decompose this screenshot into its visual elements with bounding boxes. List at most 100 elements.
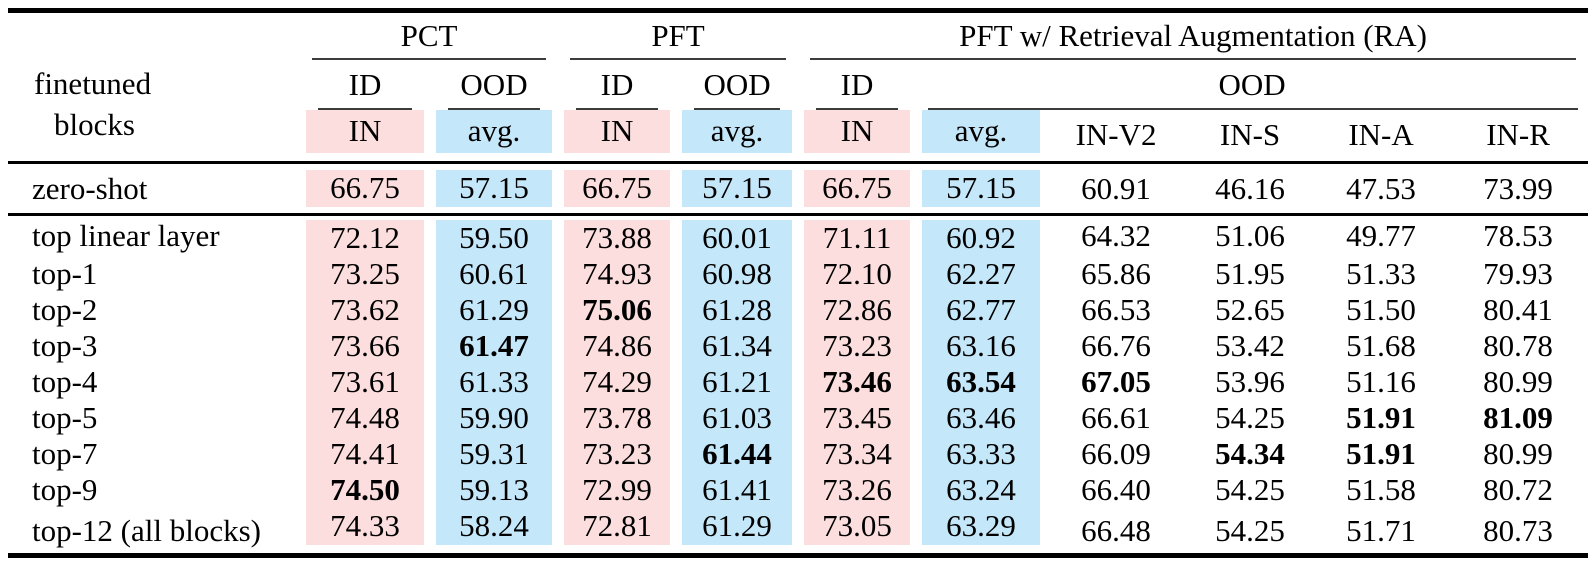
- value-cell: 72.10: [798, 256, 916, 292]
- value-cell: 66.76: [1081, 328, 1151, 363]
- value-cell: 61.34: [676, 328, 798, 364]
- table-row: top-7 74.41 59.31 73.23 61.44 73.34 63.33 66.09…: [8, 436, 1588, 472]
- value-cell: 74.29: [558, 364, 676, 400]
- value-cell: 62.77: [916, 292, 1046, 328]
- value-cell: 51.91: [1346, 436, 1416, 471]
- col-header-ra-in: IN: [798, 109, 916, 163]
- value-cell: 73.46: [798, 364, 916, 400]
- value-cell: 73.45: [798, 400, 916, 436]
- value-cell: 80.99: [1483, 436, 1553, 471]
- value-cell: 59.50: [430, 215, 558, 256]
- value-cell: 59.90: [430, 400, 558, 436]
- value-cell: 51.16: [1346, 364, 1416, 399]
- table-row: top-2 73.62 61.29 75.06 61.28 72.86 62.77 66.53…: [8, 292, 1588, 328]
- value-cell: 80.73: [1483, 512, 1553, 548]
- value-cell: 51.68: [1346, 328, 1416, 363]
- row-label: top-5: [32, 400, 98, 435]
- value-cell: 57.15: [430, 163, 558, 215]
- value-cell: 80.99: [1483, 364, 1553, 399]
- value-cell: 62.27: [916, 256, 1046, 292]
- value-cell: 63.54: [916, 364, 1046, 400]
- row-header-title: finetuned blocks: [8, 11, 300, 163]
- value-cell: 54.34: [1215, 436, 1285, 471]
- value-cell: 57.15: [676, 163, 798, 215]
- value-cell: 80.72: [1483, 472, 1553, 507]
- value-cell: 66.48: [1081, 512, 1151, 548]
- col-header-in-s: IN-S: [1219, 117, 1281, 153]
- group-header-row: finetuned blocks PCT PFT PFT w/ Retrieva…: [8, 11, 1588, 142]
- table-row: top-4 73.61 61.33 74.29 61.21 73.46 63.54 67.05…: [8, 364, 1588, 400]
- zero-shot-section: zero-shot 66.75 57.15 66.75 57.15 66.75 57.15 6…: [8, 163, 1589, 215]
- row-label: top-1: [32, 256, 98, 291]
- value-cell: 61.41: [676, 472, 798, 508]
- value-cell: 63.16: [916, 328, 1046, 364]
- value-cell: 51.91: [1346, 400, 1416, 435]
- col-header-ra-avg: avg.: [916, 109, 1046, 163]
- value-cell: 51.06: [1215, 218, 1285, 253]
- value-cell: 60.61: [430, 256, 558, 292]
- value-cell: 61.47: [430, 328, 558, 364]
- value-cell: 74.33: [300, 508, 430, 556]
- value-cell: 63.24: [916, 472, 1046, 508]
- value-cell: 53.42: [1215, 328, 1285, 363]
- col-header-in-a: IN-A: [1348, 117, 1414, 153]
- col-header-pft-avg: avg.: [676, 109, 798, 163]
- value-cell: 54.25: [1215, 400, 1285, 435]
- value-cell: 73.05: [798, 508, 916, 556]
- value-cell: 78.53: [1483, 218, 1553, 253]
- row-header-line2: blocks: [54, 107, 135, 142]
- col-group-pct: PCT: [300, 11, 558, 60]
- col-header-pct-avg: avg.: [430, 109, 558, 163]
- table-row: top-1 73.25 60.61 74.93 60.98 72.10 62.27 65.86…: [8, 256, 1588, 292]
- value-cell: 73.88: [558, 215, 676, 256]
- col-group-pft-ra: PFT w/ Retrieval Augmentation (RA): [798, 11, 1588, 60]
- value-cell: 46.16: [1215, 170, 1285, 206]
- value-cell: 71.11: [798, 215, 916, 256]
- col-header-in-v2: IN-V2: [1075, 117, 1157, 153]
- value-cell: 60.91: [1081, 170, 1151, 206]
- value-cell: 61.44: [676, 436, 798, 472]
- row-label: top-2: [32, 292, 98, 327]
- value-cell: 73.23: [558, 436, 676, 472]
- subgroup-ra-ood: OOD: [916, 60, 1588, 110]
- value-cell: 73.78: [558, 400, 676, 436]
- value-cell: 79.93: [1483, 256, 1553, 291]
- value-cell: 66.53: [1081, 292, 1151, 327]
- value-cell: 52.65: [1215, 292, 1285, 327]
- col-header-pct-in: IN: [300, 109, 430, 163]
- value-cell: 51.95: [1215, 256, 1285, 291]
- finetuned-blocks-section: top linear layer 72.12 59.50 73.88 60.01 71.1…: [8, 215, 1588, 556]
- value-cell: 66.75: [300, 163, 430, 215]
- table-row: top-12 (all blocks) 74.33 58.24 72.81 61.29 7…: [8, 508, 1588, 556]
- subgroup-pft-ood: OOD: [676, 60, 798, 110]
- value-cell: 73.99: [1483, 170, 1553, 206]
- value-cell: 60.98: [676, 256, 798, 292]
- table-row: top-9 74.50 59.13 72.99 61.41 73.26 63.24 66.40…: [8, 472, 1588, 508]
- row-label: zero-shot: [32, 170, 148, 206]
- value-cell: 73.23: [798, 328, 916, 364]
- col-header-in-r: IN-R: [1486, 117, 1550, 153]
- value-cell: 58.24: [430, 508, 558, 556]
- value-cell: 63.33: [916, 436, 1046, 472]
- subgroup-header-row: ID OOD ID OOD ID OOD: [8, 60, 1588, 110]
- col-group-pft: PFT: [558, 11, 798, 60]
- value-cell: 74.48: [300, 400, 430, 436]
- results-table: finetuned blocks PCT PFT PFT w/ Retrieva…: [8, 8, 1589, 558]
- value-cell: 51.50: [1346, 292, 1416, 327]
- value-cell: 64.32: [1081, 218, 1151, 253]
- value-cell: 59.31: [430, 436, 558, 472]
- col-header-pft-in: IN: [558, 109, 676, 163]
- value-cell: 73.62: [300, 292, 430, 328]
- value-cell: 80.41: [1483, 292, 1553, 327]
- value-cell: 61.03: [676, 400, 798, 436]
- table-row: top-5 74.48 59.90 73.78 61.03 73.45 63.46 66.61…: [8, 400, 1588, 436]
- value-cell: 66.75: [558, 163, 676, 215]
- value-cell: 81.09: [1483, 400, 1553, 435]
- value-cell: 67.05: [1081, 364, 1151, 399]
- value-cell: 66.09: [1081, 436, 1151, 471]
- value-cell: 74.86: [558, 328, 676, 364]
- value-cell: 73.34: [798, 436, 916, 472]
- value-cell: 80.78: [1483, 328, 1553, 363]
- subgroup-pct-ood: OOD: [430, 60, 558, 110]
- value-cell: 66.61: [1081, 400, 1151, 435]
